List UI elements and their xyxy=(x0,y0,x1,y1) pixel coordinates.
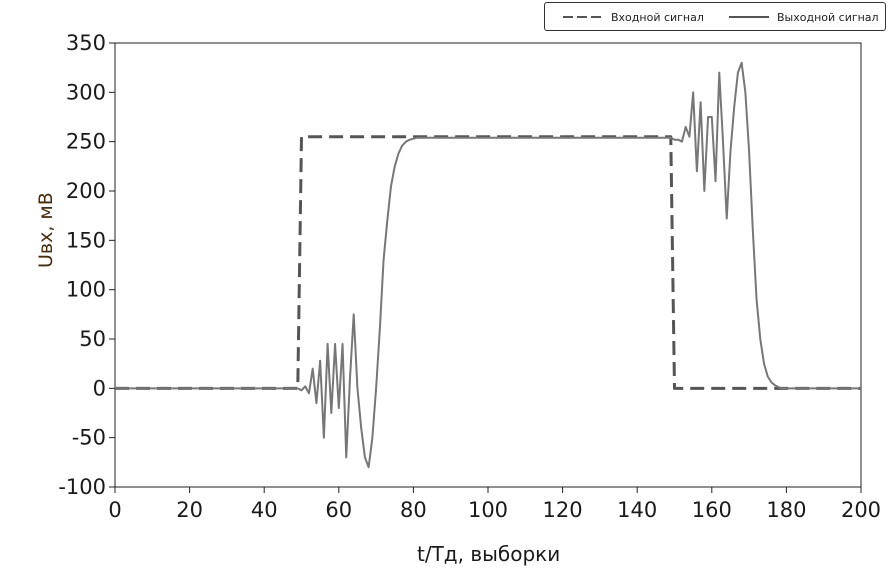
y-tick-label: 50 xyxy=(79,327,106,351)
y-tick-label: 200 xyxy=(66,179,106,203)
y-tick-label: -50 xyxy=(72,426,106,450)
x-tick-label: 100 xyxy=(468,498,508,522)
series-layer xyxy=(115,61,861,469)
legend-item-output: Выходной сигнал xyxy=(729,9,879,25)
legend-label-input: Входной сигнал xyxy=(611,10,704,24)
x-tick-label: 80 xyxy=(400,498,427,522)
y-tick-label: 350 xyxy=(66,31,106,55)
y-tick-label: 0 xyxy=(93,376,106,400)
legend-solid-line-icon xyxy=(729,16,769,18)
legend: Входной сигнал Выходной сигнал xyxy=(544,2,886,31)
x-tick-label: 200 xyxy=(841,498,881,522)
y-tick-label: 250 xyxy=(66,130,106,154)
x-tick-label: 40 xyxy=(251,498,278,522)
series-line-output xyxy=(115,61,861,469)
y-axis-ticks: -100 -50 0 50 100 150 200 250 300 350 xyxy=(58,31,115,499)
x-tick-label: 0 xyxy=(108,498,121,522)
x-tick-label: 20 xyxy=(176,498,203,522)
x-tick-label: 120 xyxy=(543,498,583,522)
y-axis-label: Uвх, мВ xyxy=(35,192,57,268)
y-tick-label: -100 xyxy=(58,475,106,499)
y-tick-label: 100 xyxy=(66,278,106,302)
legend-dashed-line-icon xyxy=(563,16,603,18)
x-axis-ticks: 0 20 40 60 80 100 120 140 160 180 200 xyxy=(108,487,881,522)
y-tick-label: 150 xyxy=(66,228,106,252)
plot-frame xyxy=(114,42,862,488)
x-tick-label: 140 xyxy=(617,498,657,522)
y-tick-label: 300 xyxy=(66,80,106,104)
x-tick-label: 160 xyxy=(692,498,732,522)
x-tick-label: 60 xyxy=(325,498,352,522)
legend-item-input: Входной сигнал xyxy=(563,9,704,25)
x-axis-label: t/Тд, выборки xyxy=(417,542,561,566)
legend-label-output: Выходной сигнал xyxy=(777,10,879,24)
x-tick-label: 180 xyxy=(766,498,806,522)
